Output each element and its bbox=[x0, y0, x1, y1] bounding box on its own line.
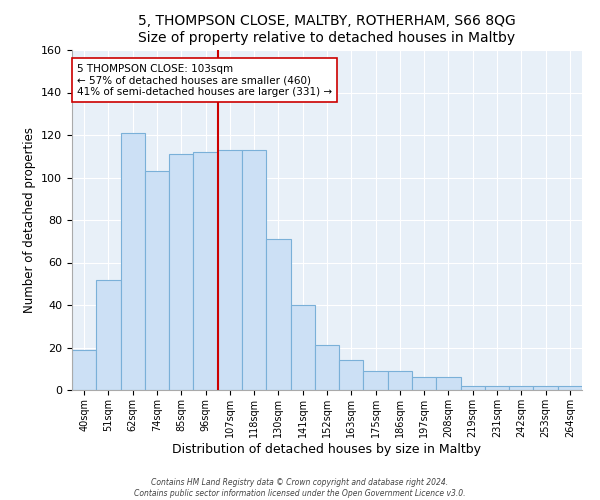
Bar bbox=[339, 360, 364, 390]
Bar bbox=[436, 378, 461, 390]
Text: Contains HM Land Registry data © Crown copyright and database right 2024.
Contai: Contains HM Land Registry data © Crown c… bbox=[134, 478, 466, 498]
Bar bbox=[485, 386, 509, 390]
Title: 5, THOMPSON CLOSE, MALTBY, ROTHERHAM, S66 8QG
Size of property relative to detac: 5, THOMPSON CLOSE, MALTBY, ROTHERHAM, S6… bbox=[138, 14, 516, 44]
Bar bbox=[218, 150, 242, 390]
Bar bbox=[290, 305, 315, 390]
Bar bbox=[388, 371, 412, 390]
Bar bbox=[558, 386, 582, 390]
Bar bbox=[533, 386, 558, 390]
Bar bbox=[509, 386, 533, 390]
Text: 5 THOMPSON CLOSE: 103sqm
← 57% of detached houses are smaller (460)
41% of semi-: 5 THOMPSON CLOSE: 103sqm ← 57% of detach… bbox=[77, 64, 332, 97]
Bar bbox=[315, 346, 339, 390]
Bar bbox=[96, 280, 121, 390]
Bar bbox=[412, 378, 436, 390]
Bar bbox=[72, 350, 96, 390]
Bar bbox=[461, 386, 485, 390]
Bar bbox=[266, 239, 290, 390]
Bar bbox=[242, 150, 266, 390]
Bar bbox=[145, 171, 169, 390]
Bar bbox=[193, 152, 218, 390]
Bar bbox=[364, 371, 388, 390]
Bar bbox=[169, 154, 193, 390]
X-axis label: Distribution of detached houses by size in Maltby: Distribution of detached houses by size … bbox=[173, 442, 482, 456]
Bar bbox=[121, 133, 145, 390]
Y-axis label: Number of detached properties: Number of detached properties bbox=[23, 127, 35, 313]
